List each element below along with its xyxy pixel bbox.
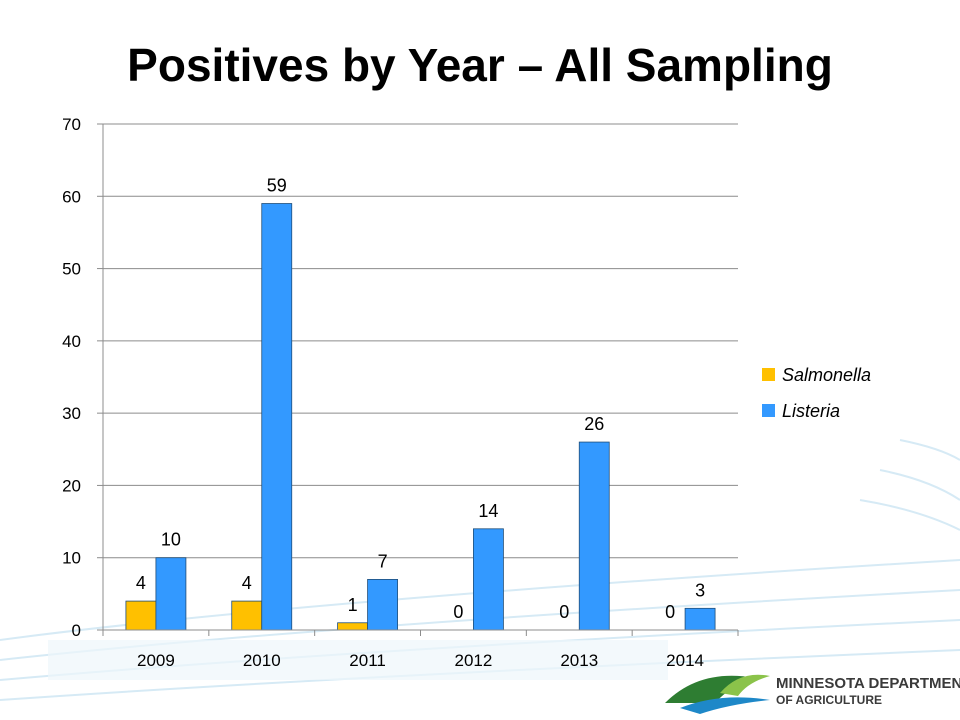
bar-salmonella-2011 <box>337 622 368 631</box>
data-label-salmonella-2010: 4 <box>242 573 252 593</box>
legend: Salmonella Listeria <box>762 365 871 421</box>
bar-listeria-2009 <box>155 557 187 631</box>
data-label-listeria-2011: 7 <box>378 551 388 571</box>
y-tick-label: 50 <box>62 260 81 279</box>
y-tick-label: 10 <box>62 549 81 568</box>
mda-logo: MINNESOTA DEPARTMENT OF AGRICULTURE <box>665 674 960 714</box>
data-label-salmonella-2013: 0 <box>559 602 569 622</box>
logo-line2: OF AGRICULTURE <box>776 693 882 707</box>
legend-swatch-listeria <box>762 404 775 417</box>
data-label-salmonella-2009: 4 <box>136 573 146 593</box>
bar-salmonella-2009 <box>125 600 157 631</box>
bars <box>125 203 716 631</box>
y-tick-label: 20 <box>62 476 81 495</box>
data-label-listeria-2009: 10 <box>161 530 181 550</box>
y-tick-label: 40 <box>62 332 81 351</box>
y-tick-label: 60 <box>62 187 81 206</box>
x-tick-label: 2014 <box>666 651 704 670</box>
data-label-salmonella-2011: 1 <box>348 595 358 615</box>
data-label-listeria-2014: 3 <box>695 580 705 600</box>
y-tick-label: 30 <box>62 404 81 423</box>
data-label-salmonella-2012: 0 <box>453 602 463 622</box>
logo-sun-icon <box>720 674 770 696</box>
slide-title: Positives by Year – All Sampling <box>127 39 833 91</box>
bar-listeria-2013 <box>578 441 610 631</box>
x-tick-label: 2009 <box>137 651 175 670</box>
legend-label-salmonella: Salmonella <box>782 365 871 385</box>
data-label-listeria-2010: 59 <box>267 176 287 196</box>
bar-listeria-2014 <box>684 607 716 631</box>
bar-listeria-2011 <box>367 579 398 631</box>
x-tick-label: 2012 <box>455 651 493 670</box>
x-tick-label: 2010 <box>243 651 281 670</box>
y-tick-label: 0 <box>72 621 81 640</box>
bar-listeria-2010 <box>261 203 293 631</box>
y-tick-label: 70 <box>62 115 81 134</box>
gridlines <box>103 123 738 559</box>
legend-label-listeria: Listeria <box>782 401 840 421</box>
data-label-listeria-2012: 14 <box>478 501 498 521</box>
x-tick-label: 2011 <box>349 651 386 670</box>
legend-swatch-salmonella <box>762 368 775 381</box>
logo-line1: MINNESOTA DEPARTMENT <box>776 675 960 692</box>
data-label-listeria-2013: 26 <box>584 414 604 434</box>
data-label-salmonella-2014: 0 <box>665 602 675 622</box>
x-tick-label: 2013 <box>560 651 598 670</box>
logo-wave-icon <box>680 697 770 714</box>
bar-salmonella-2010 <box>231 600 263 631</box>
bar-listeria-2012 <box>473 528 504 631</box>
